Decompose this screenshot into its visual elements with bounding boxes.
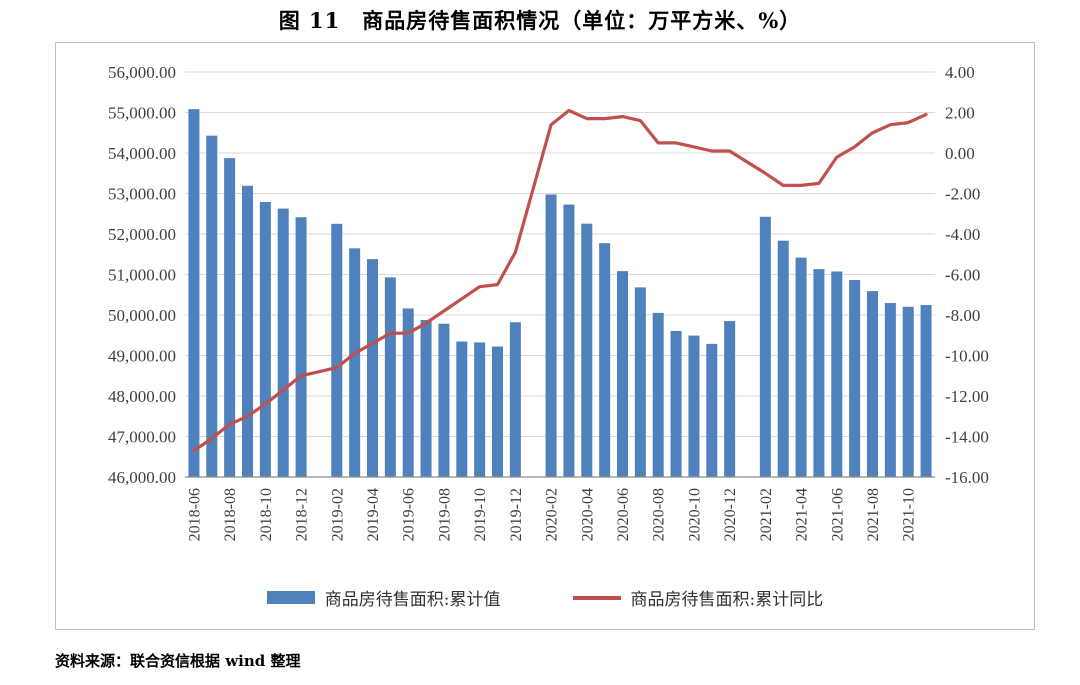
bar bbox=[563, 204, 575, 478]
bar bbox=[884, 303, 896, 477]
left-axis-tick-label: 46,000.00 bbox=[108, 468, 176, 487]
bar bbox=[617, 271, 628, 477]
bar bbox=[634, 287, 646, 477]
bar bbox=[599, 243, 611, 477]
x-axis-tick-label: 2020-04 bbox=[579, 488, 596, 541]
right-axis-tick-label: -2.00 bbox=[945, 185, 980, 204]
bar bbox=[474, 342, 486, 477]
bar bbox=[920, 305, 932, 477]
page-title: 图 11 商品房待售面积情况（单位：万平方米、%） bbox=[278, 8, 802, 33]
right-axis-tick-label: 2.00 bbox=[945, 104, 975, 123]
bar bbox=[224, 158, 236, 477]
bar bbox=[902, 306, 914, 477]
bar bbox=[777, 240, 789, 477]
right-axis-tick-label: -12.00 bbox=[945, 387, 989, 406]
x-axis-tick-label: 2021-04 bbox=[794, 488, 811, 541]
chart-canvas: 56,000.00 4.00 55,000.00 2.00 54,000.00 0.00 5… bbox=[108, 63, 989, 541]
bar bbox=[367, 259, 378, 477]
bar bbox=[867, 291, 878, 477]
bar bbox=[831, 271, 843, 477]
bar bbox=[277, 208, 289, 477]
x-axis-tick-label: 2018-08 bbox=[222, 488, 239, 541]
x-axis-tick-label: 2019-10 bbox=[472, 488, 489, 541]
right-axis-tick-label: -16.00 bbox=[945, 468, 989, 487]
left-axis-tick-label: 51,000.00 bbox=[108, 266, 176, 285]
bar bbox=[509, 322, 521, 477]
right-axis-tick-label: -10.00 bbox=[945, 347, 989, 366]
bar bbox=[188, 109, 200, 478]
bar bbox=[331, 223, 343, 477]
left-axis-tick-label: 55,000.00 bbox=[108, 104, 176, 123]
right-axis-tick-label: 4.00 bbox=[945, 63, 975, 82]
left-axis-tick-label: 49,000.00 bbox=[108, 347, 176, 366]
bar bbox=[259, 202, 271, 477]
left-axis-tick-label: 52,000.00 bbox=[108, 225, 176, 244]
bar bbox=[402, 308, 414, 477]
bar bbox=[759, 216, 771, 477]
x-axis-tick-label: 2020-12 bbox=[722, 488, 739, 541]
legend-item-bar-series: 商品房待售面积:累计值 bbox=[266, 585, 501, 610]
x-axis-tick-label: 2020-08 bbox=[651, 488, 668, 541]
x-axis-tick-label: 2019-04 bbox=[365, 488, 382, 541]
bar bbox=[492, 346, 503, 477]
x-axis-tick-label: 2020-02 bbox=[544, 488, 561, 541]
left-axis-tick-label: 48,000.00 bbox=[108, 387, 176, 406]
left-axis-tick-label: 53,000.00 bbox=[108, 185, 176, 204]
x-axis-tick-label: 2018-12 bbox=[294, 488, 311, 541]
bar bbox=[349, 248, 361, 477]
bar bbox=[242, 185, 253, 477]
bar bbox=[545, 194, 557, 478]
bar-series-swatch bbox=[266, 591, 315, 604]
bar bbox=[813, 269, 825, 477]
bar bbox=[295, 217, 307, 477]
bar bbox=[706, 343, 718, 477]
bar bbox=[849, 280, 861, 477]
bar bbox=[420, 320, 432, 477]
right-axis-tick-label: -14.00 bbox=[945, 428, 989, 447]
x-axis-tick-label: 2021-08 bbox=[865, 488, 882, 541]
left-axis-tick-label: 56,000.00 bbox=[108, 63, 176, 82]
x-axis-tick-label: 2019-02 bbox=[329, 488, 346, 541]
bar bbox=[652, 312, 664, 477]
bar bbox=[795, 257, 807, 477]
bar bbox=[456, 341, 468, 477]
right-axis-tick-label: 0.00 bbox=[945, 144, 975, 163]
bar bbox=[670, 330, 682, 477]
x-axis-tick-label: 2020-10 bbox=[686, 488, 703, 541]
chart-legend: 商品房待售面积:累计值 商品房待售面积:累计同比 bbox=[56, 585, 1034, 610]
right-axis-tick-label: -4.00 bbox=[945, 225, 980, 244]
bar bbox=[724, 321, 736, 477]
x-axis-tick-label: 2021-10 bbox=[901, 488, 918, 541]
legend-item-line-series: 商品房待售面积:累计同比 bbox=[572, 585, 824, 610]
x-axis-tick-label: 2018-10 bbox=[258, 488, 275, 541]
bar bbox=[438, 323, 450, 477]
x-axis-tick-label: 2021-06 bbox=[829, 488, 846, 541]
x-axis-tick-label: 2021-02 bbox=[758, 488, 775, 541]
line-series-swatch bbox=[572, 595, 621, 600]
x-axis-tick-label: 2019-06 bbox=[401, 488, 418, 541]
chart-container: 56,000.00 4.00 55,000.00 2.00 54,000.00 0.00 5… bbox=[55, 42, 1035, 630]
x-axis-tick-label: 2019-08 bbox=[436, 488, 453, 541]
x-axis-tick-label: 2019-12 bbox=[508, 488, 525, 541]
bar bbox=[384, 277, 396, 477]
legend-label-line-series: 商品房待售面积:累计同比 bbox=[630, 590, 824, 610]
left-axis-tick-label: 54,000.00 bbox=[108, 144, 176, 163]
left-axis-tick-label: 47,000.00 bbox=[108, 428, 176, 447]
bar bbox=[581, 223, 593, 477]
bar bbox=[688, 335, 700, 477]
x-axis-tick-label: 2020-06 bbox=[615, 488, 632, 541]
legend-label-bar-series: 商品房待售面积:累计值 bbox=[324, 590, 501, 610]
x-axis-tick-label: 2018-06 bbox=[186, 488, 203, 541]
bar bbox=[206, 135, 218, 477]
right-axis-tick-label: -6.00 bbox=[945, 266, 980, 285]
source-note: 资料来源：联合资信根据 wind 整理 bbox=[55, 652, 301, 670]
left-axis-tick-label: 50,000.00 bbox=[108, 306, 176, 325]
line-series bbox=[192, 108, 928, 453]
right-axis-tick-label: -8.00 bbox=[945, 306, 980, 325]
